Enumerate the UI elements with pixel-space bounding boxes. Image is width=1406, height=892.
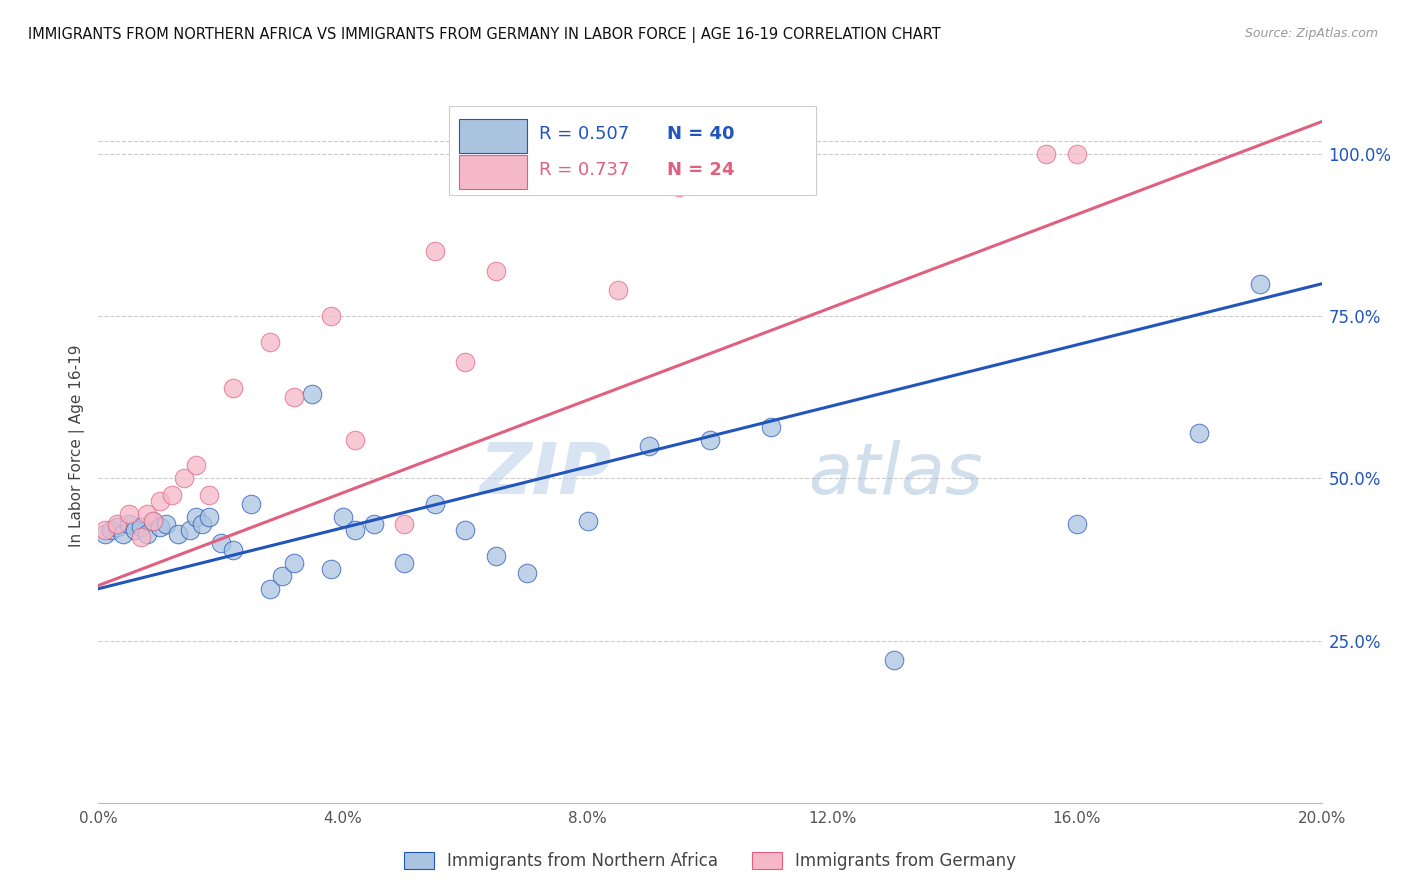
Point — [454, 354, 477, 368]
Point — [240, 497, 263, 511]
Point — [1066, 147, 1088, 161]
Point — [332, 510, 354, 524]
Point — [93, 526, 115, 541]
Point — [392, 556, 416, 570]
Point — [118, 507, 141, 521]
Point — [454, 524, 477, 538]
FancyBboxPatch shape — [460, 155, 526, 189]
Point — [392, 516, 416, 531]
Point — [1035, 147, 1057, 161]
Point — [100, 524, 122, 538]
Point — [129, 530, 152, 544]
Point — [637, 439, 661, 453]
Point — [142, 514, 165, 528]
Point — [259, 335, 281, 350]
Point — [105, 520, 128, 534]
Point — [1188, 425, 1211, 440]
FancyBboxPatch shape — [450, 105, 817, 194]
Point — [883, 653, 905, 667]
Point — [118, 516, 141, 531]
Point — [209, 536, 232, 550]
Point — [270, 568, 292, 582]
Point — [222, 381, 245, 395]
Point — [136, 526, 159, 541]
Point — [179, 524, 201, 538]
Point — [186, 510, 208, 524]
Point — [301, 387, 323, 401]
Point — [111, 526, 134, 541]
Legend: Immigrants from Northern Africa, Immigrants from Germany: Immigrants from Northern Africa, Immigra… — [398, 845, 1022, 877]
Text: Source: ZipAtlas.com: Source: ZipAtlas.com — [1244, 27, 1378, 40]
Point — [1066, 516, 1088, 531]
Point — [1249, 277, 1271, 291]
Point — [344, 433, 367, 447]
Point — [283, 556, 305, 570]
Point — [423, 497, 446, 511]
Text: IMMIGRANTS FROM NORTHERN AFRICA VS IMMIGRANTS FROM GERMANY IN LABOR FORCE | AGE : IMMIGRANTS FROM NORTHERN AFRICA VS IMMIG… — [28, 27, 941, 43]
Point — [485, 549, 508, 564]
Point — [259, 582, 281, 596]
Point — [191, 516, 214, 531]
Point — [319, 562, 342, 576]
Text: R = 0.737: R = 0.737 — [538, 161, 630, 178]
Text: N = 40: N = 40 — [668, 125, 735, 143]
Point — [607, 283, 630, 297]
Point — [173, 471, 195, 485]
Point — [197, 510, 219, 524]
Text: ZIP: ZIP — [479, 440, 612, 509]
Point — [516, 566, 538, 580]
Point — [149, 494, 172, 508]
Point — [129, 520, 152, 534]
Point — [283, 390, 305, 404]
Text: N = 24: N = 24 — [668, 161, 735, 178]
Point — [576, 514, 599, 528]
Point — [423, 244, 446, 259]
Point — [167, 526, 190, 541]
FancyBboxPatch shape — [460, 120, 526, 153]
Point — [142, 514, 165, 528]
Point — [93, 524, 115, 538]
Y-axis label: In Labor Force | Age 16-19: In Labor Force | Age 16-19 — [69, 344, 84, 548]
Point — [155, 516, 177, 531]
Point — [344, 524, 367, 538]
Point — [186, 458, 208, 473]
Point — [136, 507, 159, 521]
Point — [105, 516, 128, 531]
Point — [363, 516, 385, 531]
Point — [197, 488, 219, 502]
Text: R = 0.507: R = 0.507 — [538, 125, 628, 143]
Point — [222, 542, 245, 557]
Point — [759, 419, 782, 434]
Point — [149, 520, 172, 534]
Point — [485, 264, 508, 278]
Text: atlas: atlas — [808, 440, 983, 509]
Point — [160, 488, 183, 502]
Point — [699, 433, 721, 447]
Point — [124, 524, 146, 538]
Point — [319, 310, 342, 324]
Point — [668, 179, 690, 194]
